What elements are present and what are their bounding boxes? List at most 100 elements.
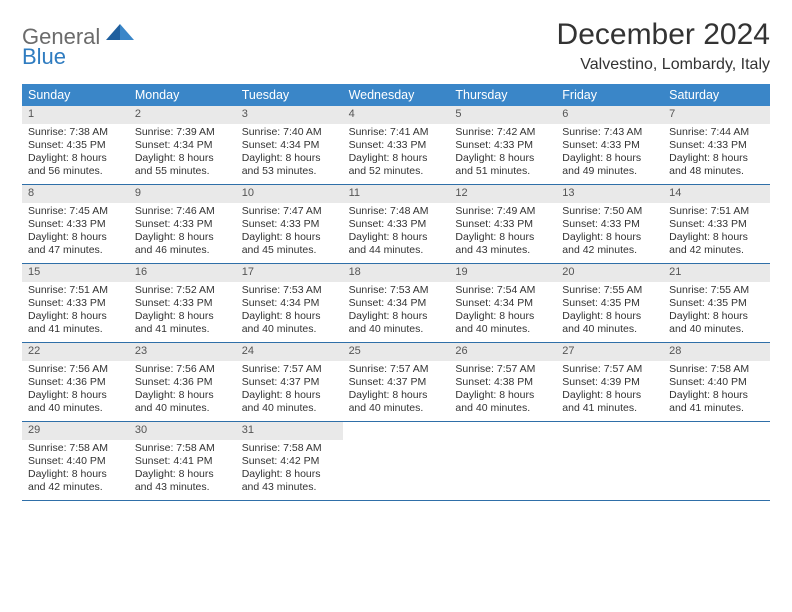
sunset-text: Sunset: 4:33 PM xyxy=(669,139,764,152)
daylight-text: Daylight: 8 hours and 47 minutes. xyxy=(28,231,123,257)
sunset-text: Sunset: 4:33 PM xyxy=(455,218,550,231)
day-cell: 25Sunrise: 7:57 AMSunset: 4:37 PMDayligh… xyxy=(343,343,450,421)
day-cell: 31Sunrise: 7:58 AMSunset: 4:42 PMDayligh… xyxy=(236,422,343,500)
sunrise-text: Sunrise: 7:44 AM xyxy=(669,126,764,139)
sunset-text: Sunset: 4:40 PM xyxy=(669,376,764,389)
day-number: 14 xyxy=(663,185,770,203)
sunrise-text: Sunrise: 7:47 AM xyxy=(242,205,337,218)
day-number: 15 xyxy=(22,264,129,282)
day-cell: 18Sunrise: 7:53 AMSunset: 4:34 PMDayligh… xyxy=(343,264,450,342)
location: Valvestino, Lombardy, Italy xyxy=(557,56,770,74)
dow-thursday: Thursday xyxy=(449,84,556,106)
sunset-text: Sunset: 4:34 PM xyxy=(349,297,444,310)
week-row: 8Sunrise: 7:45 AMSunset: 4:33 PMDaylight… xyxy=(22,185,770,264)
day-number: 8 xyxy=(22,185,129,203)
logo: General Blue xyxy=(22,18,134,68)
day-body: Sunrise: 7:41 AMSunset: 4:33 PMDaylight:… xyxy=(343,124,450,183)
day-cell: 4Sunrise: 7:41 AMSunset: 4:33 PMDaylight… xyxy=(343,106,450,184)
calendar: Sunday Monday Tuesday Wednesday Thursday… xyxy=(22,84,770,501)
week-row: 15Sunrise: 7:51 AMSunset: 4:33 PMDayligh… xyxy=(22,264,770,343)
daylight-text: Daylight: 8 hours and 43 minutes. xyxy=(242,468,337,494)
sunset-text: Sunset: 4:33 PM xyxy=(135,218,230,231)
sunset-text: Sunset: 4:33 PM xyxy=(455,139,550,152)
day-body: Sunrise: 7:46 AMSunset: 4:33 PMDaylight:… xyxy=(129,203,236,262)
day-number: 10 xyxy=(236,185,343,203)
day-number: 18 xyxy=(343,264,450,282)
sunset-text: Sunset: 4:33 PM xyxy=(669,218,764,231)
sunset-text: Sunset: 4:33 PM xyxy=(28,218,123,231)
sunset-text: Sunset: 4:40 PM xyxy=(28,455,123,468)
sunset-text: Sunset: 4:34 PM xyxy=(135,139,230,152)
sunrise-text: Sunrise: 7:55 AM xyxy=(669,284,764,297)
sunrise-text: Sunrise: 7:52 AM xyxy=(135,284,230,297)
sunset-text: Sunset: 4:33 PM xyxy=(562,218,657,231)
day-cell: 12Sunrise: 7:49 AMSunset: 4:33 PMDayligh… xyxy=(449,185,556,263)
sunrise-text: Sunrise: 7:54 AM xyxy=(455,284,550,297)
sunset-text: Sunset: 4:39 PM xyxy=(562,376,657,389)
week-row: 1Sunrise: 7:38 AMSunset: 4:35 PMDaylight… xyxy=(22,106,770,185)
sunrise-text: Sunrise: 7:56 AM xyxy=(135,363,230,376)
day-cell: 13Sunrise: 7:50 AMSunset: 4:33 PMDayligh… xyxy=(556,185,663,263)
dow-wednesday: Wednesday xyxy=(343,84,450,106)
sunrise-text: Sunrise: 7:38 AM xyxy=(28,126,123,139)
sunset-text: Sunset: 4:42 PM xyxy=(242,455,337,468)
day-body: Sunrise: 7:45 AMSunset: 4:33 PMDaylight:… xyxy=(22,203,129,262)
day-cell: 24Sunrise: 7:57 AMSunset: 4:37 PMDayligh… xyxy=(236,343,343,421)
day-body: Sunrise: 7:58 AMSunset: 4:41 PMDaylight:… xyxy=(129,440,236,499)
day-cell: 29Sunrise: 7:58 AMSunset: 4:40 PMDayligh… xyxy=(22,422,129,500)
day-body: Sunrise: 7:38 AMSunset: 4:35 PMDaylight:… xyxy=(22,124,129,183)
day-number: 21 xyxy=(663,264,770,282)
dow-tuesday: Tuesday xyxy=(236,84,343,106)
day-cell: 16Sunrise: 7:52 AMSunset: 4:33 PMDayligh… xyxy=(129,264,236,342)
day-body: Sunrise: 7:49 AMSunset: 4:33 PMDaylight:… xyxy=(449,203,556,262)
day-number: 26 xyxy=(449,343,556,361)
day-number: 4 xyxy=(343,106,450,124)
dow-sunday: Sunday xyxy=(22,84,129,106)
sunrise-text: Sunrise: 7:57 AM xyxy=(562,363,657,376)
sunrise-text: Sunrise: 7:43 AM xyxy=(562,126,657,139)
daylight-text: Daylight: 8 hours and 52 minutes. xyxy=(349,152,444,178)
sunset-text: Sunset: 4:34 PM xyxy=(455,297,550,310)
day-number: 27 xyxy=(556,343,663,361)
daylight-text: Daylight: 8 hours and 43 minutes. xyxy=(135,468,230,494)
sunrise-text: Sunrise: 7:48 AM xyxy=(349,205,444,218)
day-body: Sunrise: 7:58 AMSunset: 4:40 PMDaylight:… xyxy=(22,440,129,499)
day-cell: 19Sunrise: 7:54 AMSunset: 4:34 PMDayligh… xyxy=(449,264,556,342)
day-cell: 6Sunrise: 7:43 AMSunset: 4:33 PMDaylight… xyxy=(556,106,663,184)
sunset-text: Sunset: 4:33 PM xyxy=(562,139,657,152)
sunrise-text: Sunrise: 7:45 AM xyxy=(28,205,123,218)
day-body: Sunrise: 7:39 AMSunset: 4:34 PMDaylight:… xyxy=(129,124,236,183)
day-cell: 10Sunrise: 7:47 AMSunset: 4:33 PMDayligh… xyxy=(236,185,343,263)
sunrise-text: Sunrise: 7:58 AM xyxy=(28,442,123,455)
sunrise-text: Sunrise: 7:58 AM xyxy=(135,442,230,455)
day-body xyxy=(663,426,770,432)
sunrise-text: Sunrise: 7:58 AM xyxy=(669,363,764,376)
sunrise-text: Sunrise: 7:49 AM xyxy=(455,205,550,218)
daylight-text: Daylight: 8 hours and 40 minutes. xyxy=(455,389,550,415)
sunrise-text: Sunrise: 7:53 AM xyxy=(242,284,337,297)
sunset-text: Sunset: 4:37 PM xyxy=(349,376,444,389)
sunset-text: Sunset: 4:36 PM xyxy=(28,376,123,389)
day-number: 17 xyxy=(236,264,343,282)
sunrise-text: Sunrise: 7:57 AM xyxy=(242,363,337,376)
daylight-text: Daylight: 8 hours and 41 minutes. xyxy=(669,389,764,415)
day-cell: 30Sunrise: 7:58 AMSunset: 4:41 PMDayligh… xyxy=(129,422,236,500)
day-number: 3 xyxy=(236,106,343,124)
day-cell: 23Sunrise: 7:56 AMSunset: 4:36 PMDayligh… xyxy=(129,343,236,421)
dow-row: Sunday Monday Tuesday Wednesday Thursday… xyxy=(22,84,770,106)
day-body: Sunrise: 7:47 AMSunset: 4:33 PMDaylight:… xyxy=(236,203,343,262)
day-body: Sunrise: 7:57 AMSunset: 4:39 PMDaylight:… xyxy=(556,361,663,420)
day-cell: 26Sunrise: 7:57 AMSunset: 4:38 PMDayligh… xyxy=(449,343,556,421)
sunrise-text: Sunrise: 7:55 AM xyxy=(562,284,657,297)
day-cell: 11Sunrise: 7:48 AMSunset: 4:33 PMDayligh… xyxy=(343,185,450,263)
day-body: Sunrise: 7:58 AMSunset: 4:40 PMDaylight:… xyxy=(663,361,770,420)
logo-triangle-icon xyxy=(106,24,134,49)
daylight-text: Daylight: 8 hours and 41 minutes. xyxy=(562,389,657,415)
daylight-text: Daylight: 8 hours and 40 minutes. xyxy=(562,310,657,336)
header: General Blue December 2024 Valvestino, L… xyxy=(22,18,770,74)
daylight-text: Daylight: 8 hours and 40 minutes. xyxy=(135,389,230,415)
sunrise-text: Sunrise: 7:39 AM xyxy=(135,126,230,139)
daylight-text: Daylight: 8 hours and 40 minutes. xyxy=(349,310,444,336)
day-number: 7 xyxy=(663,106,770,124)
day-number: 11 xyxy=(343,185,450,203)
